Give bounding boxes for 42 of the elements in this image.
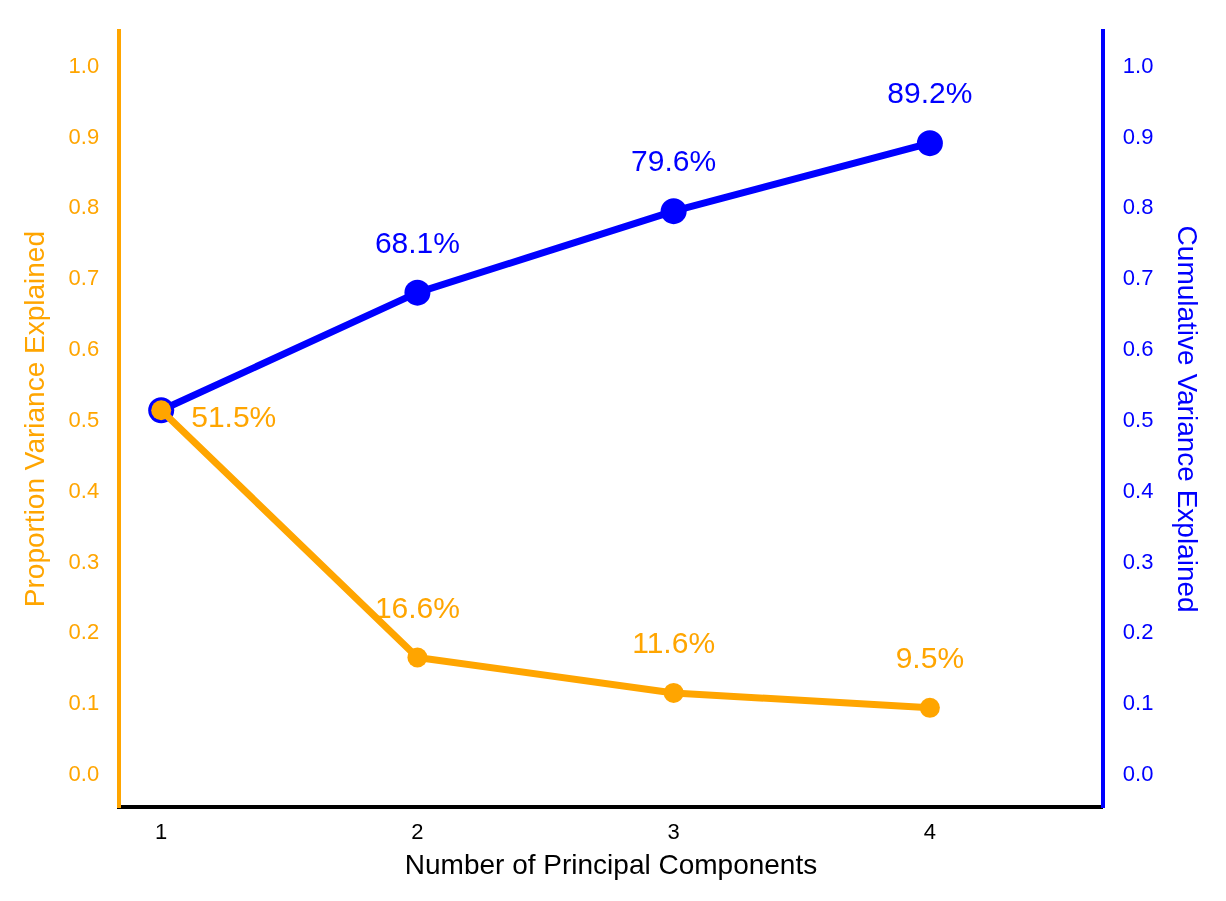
y-tick-label: 0.5 bbox=[68, 406, 100, 432]
y2-axis-title: Cumulative Variance Explained bbox=[1172, 225, 1204, 613]
data-label: 68.1% bbox=[374, 225, 460, 259]
data-label: 79.6% bbox=[631, 144, 717, 178]
y2-tick-label: 0.7 bbox=[1122, 265, 1154, 291]
data-label: 9.5% bbox=[895, 641, 965, 675]
y-tick-label: 0.1 bbox=[68, 690, 100, 716]
x-tick-label: 4 bbox=[923, 819, 936, 845]
y2-tick-label: 1.0 bbox=[1122, 52, 1154, 78]
x-tick-label: 2 bbox=[411, 819, 424, 845]
y-tick-label: 0.4 bbox=[68, 477, 100, 503]
data-label: 11.6% bbox=[632, 626, 716, 660]
y-tick-label: 0.6 bbox=[68, 336, 100, 362]
y-tick-label: 1.0 bbox=[68, 52, 100, 78]
y-tick-label: 0.3 bbox=[68, 548, 100, 574]
y-tick-label: 0.2 bbox=[68, 619, 100, 645]
y2-tick-label: 0.0 bbox=[1122, 761, 1154, 787]
y2-tick-label: 0.6 bbox=[1122, 336, 1154, 362]
data-label: 51.5% bbox=[191, 399, 277, 433]
point bbox=[404, 279, 431, 306]
y-axis-title: Proportion Variance Explained bbox=[18, 231, 50, 608]
point bbox=[916, 130, 943, 157]
point bbox=[663, 682, 684, 703]
x-tick-label: 1 bbox=[155, 819, 168, 845]
data-label: 16.6% bbox=[374, 590, 460, 624]
point bbox=[407, 647, 428, 668]
y2-tick-label: 0.3 bbox=[1122, 548, 1154, 574]
y-tick-label: 0.8 bbox=[68, 194, 100, 220]
y2-tick-label: 0.2 bbox=[1122, 619, 1154, 645]
y-tick-label: 0.9 bbox=[68, 123, 100, 149]
y2-tick-label: 0.8 bbox=[1122, 194, 1154, 220]
y2-tick-label: 0.9 bbox=[1122, 123, 1154, 149]
data-label: 89.2% bbox=[887, 76, 973, 110]
y2-tick-label: 0.5 bbox=[1122, 406, 1154, 432]
point bbox=[919, 697, 940, 718]
y2-tick-label: 0.1 bbox=[1122, 690, 1154, 716]
x-tick-label: 3 bbox=[667, 819, 680, 845]
y-tick-label: 0.0 bbox=[68, 761, 100, 787]
point bbox=[660, 198, 687, 225]
y-tick-label: 0.7 bbox=[68, 265, 100, 291]
y2-tick-label: 0.4 bbox=[1122, 477, 1154, 503]
x-axis-title: Number of Principal Components bbox=[404, 848, 818, 880]
